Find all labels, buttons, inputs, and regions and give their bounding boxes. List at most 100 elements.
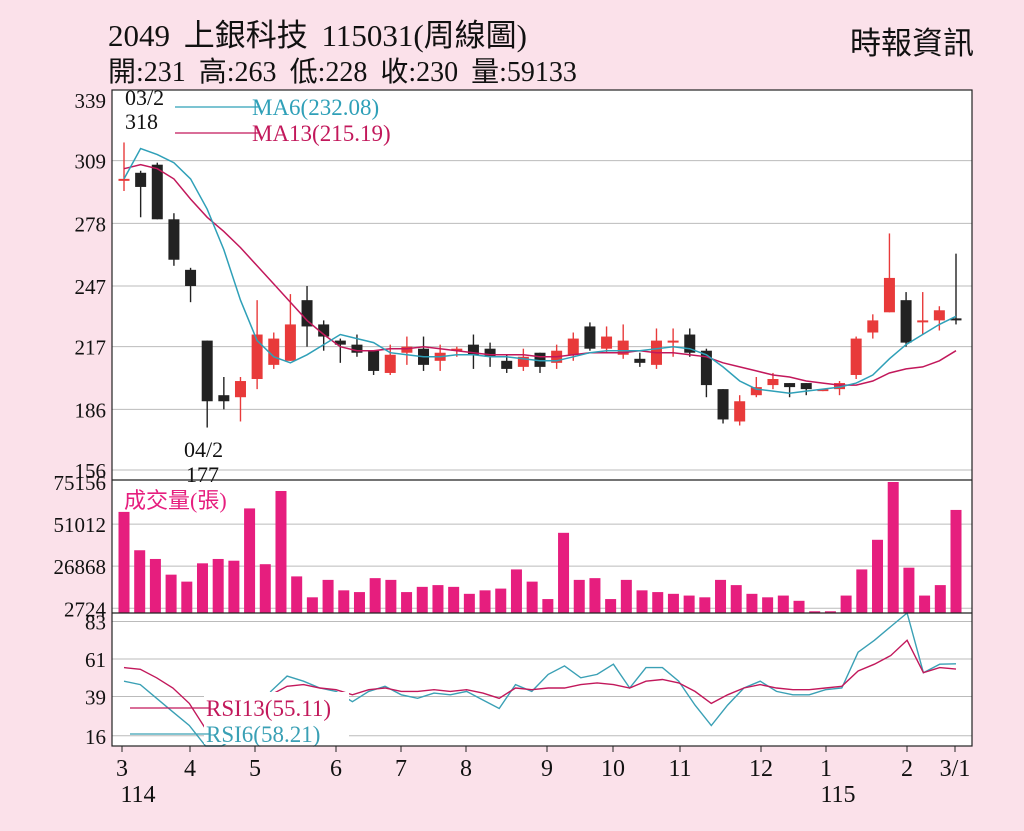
x-tick-label: 11: [668, 756, 691, 782]
rsi-tick-label: 61: [85, 648, 106, 672]
low-annotation-value: 177: [186, 462, 219, 487]
volume-bar: [746, 593, 758, 613]
rsi-tick-label: 16: [85, 725, 106, 749]
volume-bar: [542, 599, 554, 613]
volume-bar: [730, 585, 742, 613]
volume-bar: [824, 611, 836, 613]
ma6-legend: MA6(232.08): [252, 95, 379, 120]
candle-body: [368, 350, 380, 371]
candle-body: [834, 383, 846, 390]
volume-bar: [793, 600, 805, 613]
stock-name: 上銀科技: [183, 18, 308, 53]
volume-tick-label: 26868: [54, 555, 107, 579]
x-tick-label: 5: [249, 756, 261, 782]
volume-bar: [950, 509, 962, 613]
volume-bar: [228, 560, 240, 613]
ma13-legend: MA13(215.19): [252, 121, 391, 146]
candle-body: [750, 387, 762, 396]
candle-body: [251, 334, 263, 380]
volume-bar: [510, 569, 522, 613]
stock-code: 2049: [108, 18, 170, 53]
high-annotation-date: 03/2: [125, 85, 164, 110]
chart-kind: (周線圖): [413, 18, 528, 53]
volume-bar: [134, 550, 146, 613]
price-tick-label: 156: [75, 459, 107, 483]
volume-bar: [652, 592, 664, 613]
volume-bar: [573, 579, 585, 613]
volume-bar: [196, 563, 208, 613]
candle-body: [384, 354, 396, 373]
plot-background: [112, 90, 972, 746]
candle-body: [883, 277, 895, 313]
x-tick-label: 10: [601, 756, 625, 782]
volume-bar: [840, 595, 852, 613]
candle-body: [151, 164, 163, 220]
volume-bar: [291, 576, 303, 613]
volume-title: 成交量(張): [124, 488, 227, 513]
volume-bar: [872, 539, 884, 613]
candle-body: [601, 336, 613, 349]
volume-tick-label: 51012: [54, 513, 107, 537]
candle-body: [667, 340, 679, 343]
x-tick-label: 2: [901, 756, 913, 782]
candle-body: [567, 338, 579, 355]
volume-tick-label: 75156: [54, 471, 107, 495]
x-year-label: 115: [820, 782, 855, 808]
candle-body: [784, 383, 796, 388]
volume-bar: [620, 579, 632, 613]
rsi6-legend: RSI6(58.21): [206, 722, 320, 747]
volume-bar: [667, 593, 679, 613]
volume-bar: [165, 574, 177, 613]
volume-bar: [495, 588, 507, 613]
volume-bar: [338, 590, 350, 613]
price-tick-label: 339: [75, 89, 107, 113]
volume-bar: [903, 567, 915, 613]
data-source: 時報資訊: [850, 26, 974, 61]
x-year-label: 114: [120, 782, 155, 808]
high-annotation-value: 318: [125, 109, 158, 134]
rsi13-legend: RSI13(55.11): [206, 696, 331, 721]
candle-body: [284, 324, 296, 361]
candle-body: [684, 334, 696, 353]
price-tick-label: 247: [75, 275, 107, 299]
volume-bar: [479, 590, 491, 613]
ohlc-summary: 開:231 高:263 低:228 收:230 量:59133: [108, 50, 583, 90]
candle-body: [933, 310, 945, 321]
volume-bar: [385, 579, 397, 613]
rsi-legend-background: [204, 692, 349, 744]
candle-body: [118, 178, 130, 181]
volume-bar: [605, 599, 617, 613]
volume-bar: [369, 578, 381, 613]
volume-bar: [699, 597, 711, 613]
candle-body: [218, 395, 230, 402]
volume-bar: [919, 595, 931, 613]
candle-body: [717, 389, 729, 420]
candle-body: [617, 340, 629, 355]
volume-bar: [353, 592, 365, 613]
candle-body: [135, 172, 147, 187]
candle-body: [467, 344, 479, 355]
x-tick-label: 6: [330, 756, 342, 782]
x-tick-label: 7: [395, 756, 407, 782]
volume-bar: [636, 590, 648, 613]
volume-bar: [589, 578, 601, 613]
ma6-line: [123, 147, 957, 394]
price-tick-label: 278: [75, 212, 107, 236]
candle-body: [734, 401, 746, 422]
volume-bar: [244, 508, 256, 613]
candle-body: [700, 350, 712, 386]
low-annotation-date: 04/2: [184, 437, 223, 462]
volume-bar: [149, 558, 161, 613]
candle-body: [534, 352, 546, 367]
candle-body: [268, 338, 280, 365]
volume-tick-label: 2724: [64, 597, 107, 621]
price-tick-label: 217: [75, 336, 107, 360]
volume-bar: [448, 586, 460, 613]
price-tick-label: 309: [75, 150, 107, 174]
ohlc-open: 開:231: [108, 57, 186, 88]
candle-body: [201, 340, 213, 402]
volume-bar: [416, 586, 428, 613]
candle-body: [767, 379, 779, 386]
x-tick-label: 12: [749, 756, 773, 782]
